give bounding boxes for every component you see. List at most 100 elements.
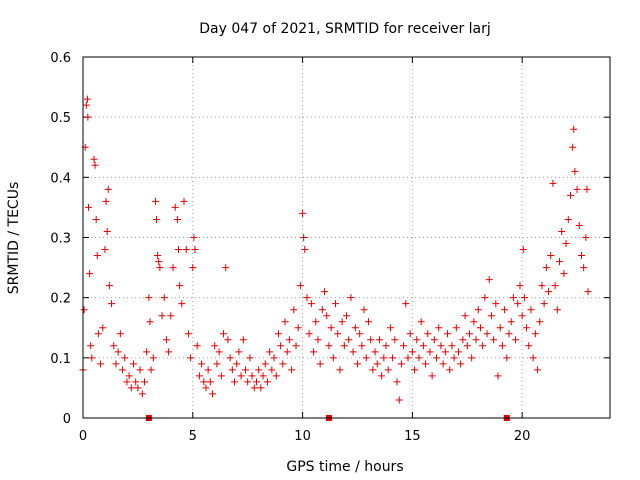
chart-title: Day 047 of 2021, SRMTID for receiver lar…: [199, 21, 491, 37]
data-point: [397, 360, 405, 368]
x-tick-label: 15: [404, 429, 421, 444]
data-point: [386, 324, 394, 332]
data-point: [525, 342, 533, 350]
data-point: [584, 288, 592, 296]
data-point: [105, 282, 113, 290]
data-point: [547, 252, 555, 260]
y-tick-label: 0: [63, 412, 71, 427]
data-point: [112, 360, 120, 368]
data-point: [413, 336, 421, 344]
data-point: [303, 294, 311, 302]
data-point: [562, 240, 570, 248]
data-point: [244, 378, 252, 386]
data-point: [82, 101, 90, 109]
data-point: [127, 384, 135, 392]
data-point: [138, 390, 146, 398]
data-point: [134, 384, 142, 392]
data-point: [116, 330, 124, 338]
data-point: [231, 378, 239, 386]
data-point: [575, 221, 583, 229]
data-point: [430, 336, 438, 344]
data-point: [228, 366, 236, 374]
y-tick-label: 0.4: [50, 171, 71, 186]
data-point: [424, 330, 432, 338]
data-point: [110, 342, 118, 350]
data-point: [408, 348, 416, 356]
data-point: [540, 300, 548, 308]
data-point: [108, 300, 116, 308]
data-point: [327, 324, 335, 332]
x-tick-label: 10: [294, 429, 311, 444]
data-point: [266, 348, 274, 356]
data-point: [80, 306, 88, 314]
data-point: [419, 342, 427, 350]
data-point: [503, 354, 511, 362]
data-point: [551, 282, 559, 290]
data-point: [411, 366, 419, 374]
data-point: [446, 366, 454, 374]
data-point: [283, 348, 291, 356]
data-point: [209, 390, 217, 398]
data-point: [439, 360, 447, 368]
data-point: [437, 342, 445, 350]
data-point: [444, 330, 452, 338]
data-point: [391, 336, 399, 344]
data-point: [147, 366, 155, 374]
data-point: [220, 330, 228, 338]
data-point: [450, 354, 458, 362]
data-point: [582, 234, 590, 241]
data-point: [323, 312, 331, 320]
data-point: [156, 264, 164, 272]
data-point: [378, 372, 386, 380]
data-point: [292, 342, 300, 350]
data-point: [140, 378, 148, 386]
data-point: [505, 330, 513, 338]
data-point: [538, 282, 546, 290]
data-point: [362, 354, 370, 362]
data-point: [193, 342, 201, 350]
data-point: [433, 354, 441, 362]
data-point: [206, 378, 214, 386]
data-point: [498, 342, 506, 350]
data-point: [519, 246, 527, 254]
data-point: [151, 197, 159, 205]
data-point: [343, 312, 350, 320]
data-point: [182, 246, 190, 254]
data-point: [384, 366, 392, 374]
data-point: [373, 360, 381, 368]
data-point: [583, 185, 591, 193]
data-point: [200, 378, 208, 386]
data-point: [93, 252, 101, 260]
data-point: [349, 348, 357, 356]
data-point: [277, 342, 285, 350]
data-point: [347, 294, 355, 302]
data-point: [457, 360, 465, 368]
data-point: [92, 215, 100, 223]
data-point: [215, 348, 223, 356]
data-point: [531, 330, 539, 338]
data-point: [296, 282, 304, 290]
data-point: [577, 252, 585, 260]
data-point: [261, 360, 269, 368]
data-point: [123, 378, 131, 386]
data-point: [224, 336, 232, 344]
y-tick-label: 0.2: [50, 292, 71, 307]
data-point: [364, 318, 372, 326]
data-point: [171, 203, 179, 211]
data-point: [465, 330, 473, 338]
data-point: [452, 324, 460, 332]
data-point: [270, 354, 278, 362]
data-point: [189, 264, 197, 272]
data-point: [494, 372, 502, 380]
data-point: [175, 246, 183, 254]
data-point: [345, 336, 353, 344]
data-point: [496, 324, 504, 332]
data-point: [454, 348, 462, 356]
data-point: [441, 348, 449, 356]
data-point: [102, 197, 110, 205]
data-point: [512, 336, 520, 344]
data-point: [569, 143, 577, 151]
y-axis-label: SRMTID / TECUs: [6, 182, 22, 295]
data-point: [91, 161, 99, 169]
